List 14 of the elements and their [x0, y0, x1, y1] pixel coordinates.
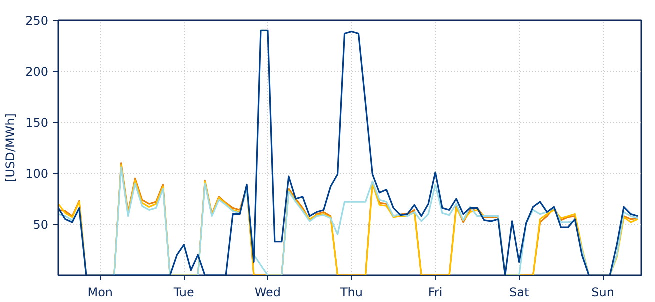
line-series: [58, 30, 639, 276]
y-axis-title: [USD/MWh]: [4, 114, 18, 182]
x-tick-label: Tue: [172, 286, 194, 300]
x-tick-label: Thu: [339, 286, 364, 300]
x-tick-label: Fri: [428, 286, 443, 300]
x-tick-label: Sat: [509, 286, 530, 300]
y-tick-label: 200: [26, 65, 48, 79]
x-tick-label: Sun: [592, 286, 615, 300]
x-tick-label: Mon: [88, 286, 114, 300]
y-tick-label: 250: [26, 14, 48, 28]
y-tick-label: 100: [26, 167, 48, 181]
x-tick-label: Wed: [254, 286, 282, 300]
y-tick-label: 150: [26, 116, 48, 130]
y-tick-label: 50: [33, 218, 49, 232]
